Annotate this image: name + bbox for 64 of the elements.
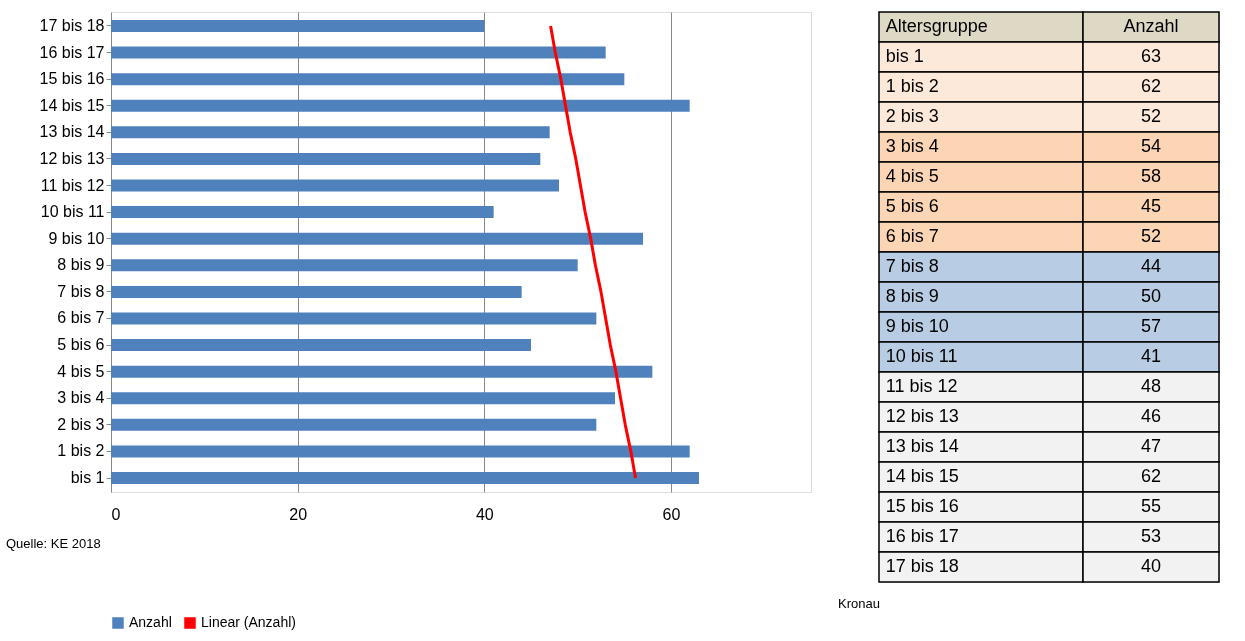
category-label: 15 bis 16 — [885, 496, 959, 516]
y-tick-label: 4 bis 5 — [57, 362, 105, 380]
category-label: 14 bis 15 — [885, 466, 959, 486]
y-tick-label: 10 bis 11 — [40, 203, 105, 221]
data-label: 62 — [1140, 76, 1162, 96]
x-tick-label: 0 — [111, 505, 121, 523]
y-tick-label: 11 bis 12 — [40, 176, 105, 194]
x-tick-label: 60 — [662, 505, 681, 523]
y-tick-label: 12 bis 13 — [39, 149, 105, 167]
category-label: 13 bis 14 — [885, 436, 959, 456]
category-label: 7 bis 8 — [885, 256, 939, 276]
data-label: 52 — [1140, 226, 1162, 246]
x-tick-label: 40 — [475, 505, 494, 523]
category-label: 6 bis 7 — [885, 226, 939, 246]
y-tick-label: 5 bis 6 — [57, 336, 105, 354]
y-tick-label: 8 bis 9 — [57, 256, 105, 274]
y-tick-label: 3 bis 4 — [57, 389, 105, 407]
text: Altersgruppe — [885, 16, 988, 36]
category-label: bis 1 — [885, 46, 924, 66]
x-tick-label: 20 — [289, 505, 308, 523]
data-label: 54 — [1140, 136, 1162, 156]
category-label: 1 bis 2 — [885, 76, 939, 96]
category-label: 16 bis 17 — [885, 526, 959, 546]
category-label: 4 bis 5 — [885, 166, 939, 186]
data-label: 44 — [1140, 256, 1162, 276]
y-tick-label: 2 bis 3 — [57, 415, 105, 433]
category-label: 12 bis 13 — [885, 406, 959, 426]
category-label: 3 bis 4 — [885, 136, 939, 156]
legend-label: Anzahl — [129, 614, 172, 630]
data-label: 58 — [1140, 166, 1162, 186]
category-label: 9 bis 10 — [885, 316, 949, 336]
y-tick-label: 1 bis 2 — [57, 442, 105, 460]
y-tick-label: 16 bis 17 — [39, 43, 105, 61]
y-tick-label: 6 bis 7 — [57, 309, 105, 327]
text: Anzahl — [1123, 16, 1179, 36]
y-tick-label: 7 bis 8 — [57, 282, 105, 300]
data-label: 55 — [1140, 496, 1162, 516]
data-label: 48 — [1140, 376, 1162, 396]
category-label: 5 bis 6 — [885, 196, 939, 216]
y-tick-label: 14 bis 15 — [39, 96, 105, 114]
data-label: 63 — [1140, 46, 1162, 66]
category-label: 2 bis 3 — [885, 106, 939, 126]
y-tick-label: bis 1 — [70, 469, 105, 487]
data-label: 40 — [1140, 556, 1162, 576]
category-label: 10 bis 11 — [885, 346, 958, 366]
data-label: 62 — [1140, 466, 1162, 486]
y-tick-label: 15 bis 16 — [39, 70, 105, 88]
data-label: 50 — [1140, 286, 1162, 306]
text: Kronau — [838, 596, 880, 611]
data-label: 53 — [1140, 526, 1162, 546]
category-label: 8 bis 9 — [885, 286, 939, 306]
data-label: 52 — [1140, 106, 1162, 126]
data-label: 47 — [1140, 436, 1162, 456]
data-label: 45 — [1140, 196, 1162, 216]
category-label: 11 bis 12 — [885, 376, 958, 396]
data-label: 57 — [1140, 316, 1162, 336]
y-tick-label: 9 bis 10 — [48, 229, 105, 247]
legend-label: Linear (Anzahl) — [201, 614, 296, 630]
data-label: 41 — [1140, 346, 1162, 366]
y-tick-label: 13 bis 14 — [39, 123, 105, 141]
y-tick-label: 17 bis 18 — [39, 16, 105, 34]
source-note: Quelle: KE 2018 — [6, 536, 101, 551]
category-label: 17 bis 18 — [885, 556, 959, 576]
data-label: 46 — [1140, 406, 1162, 426]
